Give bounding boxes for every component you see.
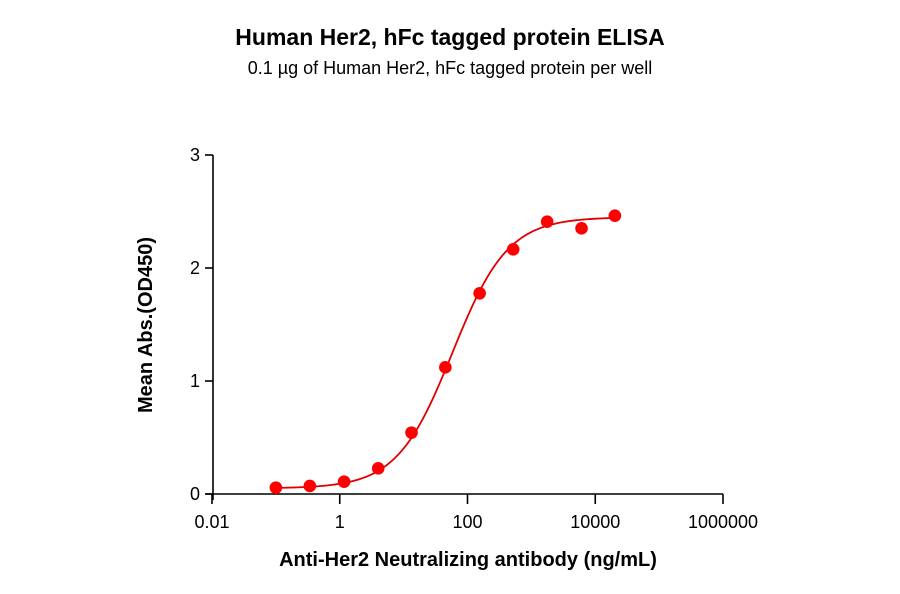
data-point — [337, 475, 351, 488]
x-axis-title: Anti-Her2 Neutralizing antibody (ng/mL) — [279, 549, 657, 571]
y-tick-label: 2 — [190, 258, 200, 278]
axes: 0 1 2 3 0.01 1 100 10000 1000000 — [190, 145, 758, 532]
data-point — [405, 426, 418, 439]
x-tick-label: 100 — [452, 512, 482, 532]
x-tick-label: 1000000 — [688, 512, 758, 532]
data-point — [371, 462, 385, 475]
data-point — [575, 222, 588, 235]
fit-curve — [275, 217, 615, 489]
y-tick-label: 0 — [190, 484, 200, 504]
data-point — [269, 481, 283, 494]
chart-title: Human Her2, hFc tagged protein ELISA — [235, 24, 665, 50]
x-tick-label: 0.01 — [194, 512, 229, 532]
data-point — [540, 215, 554, 228]
x-tick-label: 10000 — [570, 512, 620, 532]
x-tick-label: 1 — [335, 512, 345, 532]
chart-subtitle: 0.1 µg of Human Her2, hFc tagged protein… — [247, 58, 653, 78]
data-point — [303, 479, 317, 493]
y-tick-label: 3 — [190, 145, 200, 165]
data-point — [439, 361, 452, 374]
y-axis-title: Mean Abs.(OD450) — [135, 237, 157, 413]
data-point — [473, 287, 486, 300]
y-tick-label: 1 — [190, 371, 200, 391]
data-points — [269, 209, 622, 494]
data-point — [506, 243, 520, 256]
data-point — [608, 209, 622, 222]
